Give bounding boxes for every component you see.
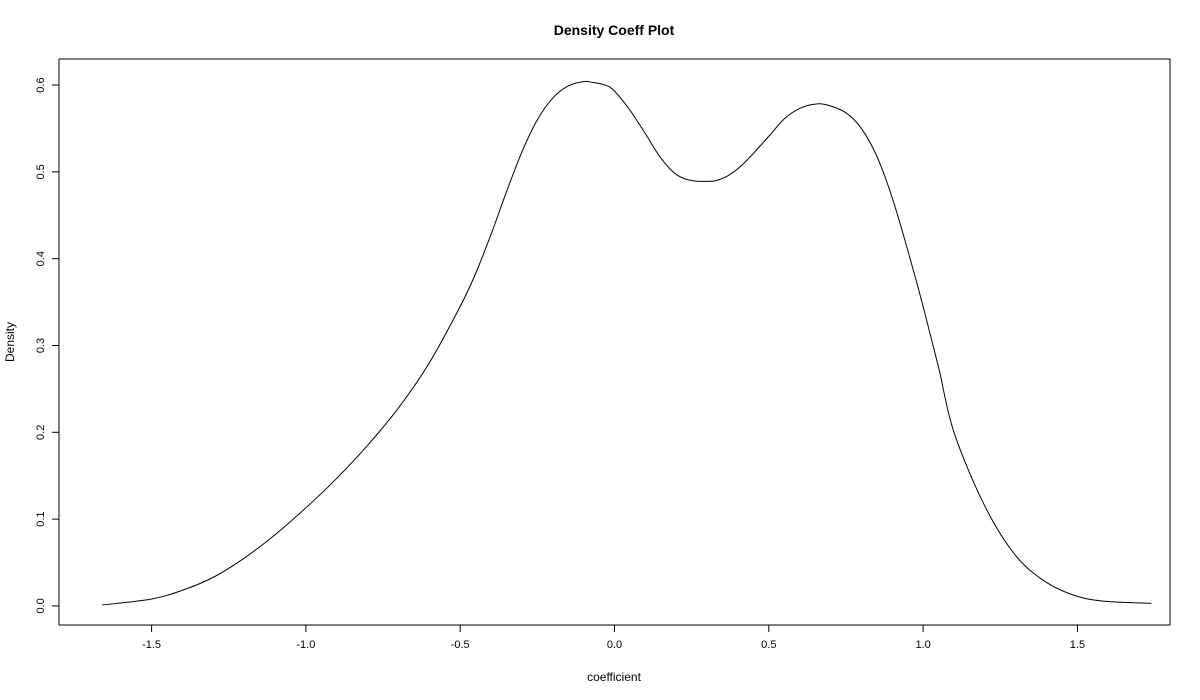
chart-title: Density Coeff Plot — [554, 22, 675, 38]
y-tick-label: 0.2 — [35, 425, 47, 440]
density-line — [102, 80, 1152, 606]
y-tick-label: 0.3 — [35, 338, 47, 353]
y-tick-label: 0.0 — [35, 598, 47, 613]
x-axis: -1.5 -1.0 -0.5 0.0 0.5 1.0 1.5 — [142, 625, 1085, 651]
x-tick-label: -0.5 — [451, 639, 470, 651]
x-tick-label: 1.5 — [1070, 639, 1085, 651]
y-axis-label: Density — [3, 322, 17, 362]
x-axis-label: coefficient — [587, 670, 641, 684]
x-tick-label: 0.5 — [761, 639, 776, 651]
y-tick-label: 0.1 — [35, 511, 47, 526]
y-tick-label: 0.6 — [35, 77, 47, 92]
x-tick-label: 1.0 — [915, 639, 930, 651]
x-tick-label: 0.0 — [607, 639, 622, 651]
plot-frame — [58, 58, 1171, 626]
x-tick-label: -1.0 — [296, 639, 315, 651]
y-tick-label: 0.4 — [35, 251, 47, 266]
x-tick-label: -1.5 — [142, 639, 161, 651]
y-axis: 0.0 0.1 0.2 0.3 0.4 0.5 0.6 — [35, 77, 59, 614]
y-tick-label: 0.5 — [35, 164, 47, 179]
